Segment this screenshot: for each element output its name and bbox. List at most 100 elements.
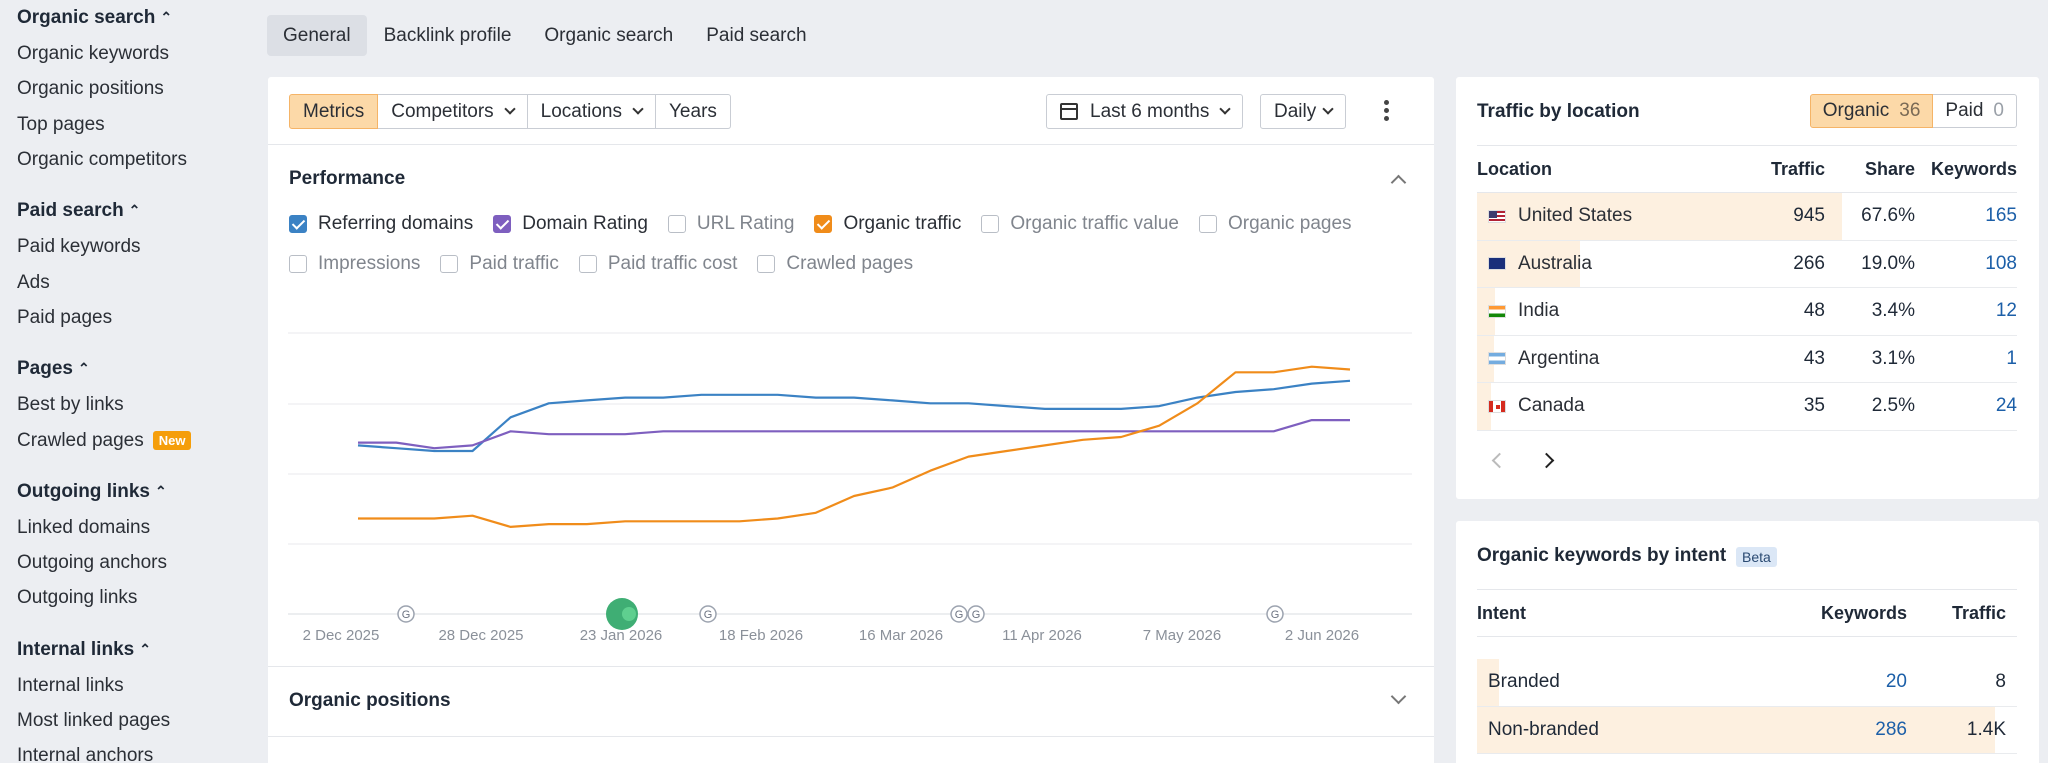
metrics-button[interactable]: Metrics: [289, 94, 379, 129]
sidebar-item-top-pages[interactable]: Top pages: [17, 113, 105, 135]
tab-general[interactable]: General: [267, 15, 367, 56]
table-row[interactable]: Canada 35 2.5% 24: [1477, 383, 2017, 431]
keywords-link[interactable]: 20: [1885, 671, 1907, 693]
sidebar-heading-internal-links[interactable]: Internal links ⌃: [17, 632, 260, 668]
checkbox-referring-domains[interactable]: Referring domains: [289, 213, 473, 235]
x-tick-label: 2 Jun 2026: [1285, 627, 1359, 644]
table-row[interactable]: Branded 20 8: [1477, 659, 2017, 707]
table-row[interactable]: Non-branded 286 1.4K: [1477, 706, 2017, 754]
svg-text:G: G: [402, 609, 411, 621]
chevron-down-icon: [503, 103, 516, 115]
table-row[interactable]: United States 945 67.6% 165: [1477, 193, 2017, 241]
sidebar-item-paid-pages[interactable]: Paid pages: [17, 306, 113, 328]
checkbox-paid-traffic[interactable]: Paid traffic: [440, 253, 559, 275]
competitors-dropdown[interactable]: Competitors: [378, 94, 528, 129]
organic-paid-toggle: Organic 36 Paid 0: [1809, 94, 2017, 128]
checkbox-url-rating[interactable]: URL Rating: [667, 213, 794, 235]
caret-up-icon: ⌃: [139, 640, 151, 657]
checkbox-icon: [981, 215, 1000, 233]
sidebar-heading-outgoing-links[interactable]: Outgoing links ⌃: [17, 474, 260, 510]
ca-flag-icon: [1488, 399, 1506, 413]
sidebar-item-organic-positions[interactable]: Organic positions: [17, 78, 164, 100]
sidebar-heading-paid-search[interactable]: Paid search ⌃: [17, 193, 260, 229]
divider: [268, 736, 1434, 737]
traffic-by-location-title: Traffic by location: [1477, 101, 1640, 122]
annotation-marker[interactable]: G: [1266, 605, 1284, 623]
location-name: Canada: [1518, 395, 1585, 417]
checkbox-paid-traffic-cost[interactable]: Paid traffic cost: [578, 253, 737, 275]
divider: [268, 666, 1434, 736]
sidebar-item-best-by-links[interactable]: Best by links: [17, 394, 124, 416]
sidebar-item-outgoing-anchors[interactable]: Outgoing anchors: [17, 552, 167, 574]
organic-positions-title: Organic positions: [289, 690, 451, 711]
checkbox-icon: [440, 255, 459, 273]
chevron-down-icon: [1219, 103, 1232, 115]
tab-backlink-profile[interactable]: Backlink profile: [383, 25, 512, 46]
chevron-up-icon[interactable]: [1390, 174, 1407, 191]
date-range-dropdown[interactable]: Last 6 months: [1046, 94, 1244, 129]
share-bar: [1477, 383, 1491, 430]
table-row[interactable]: Argentina 43 3.1% 1: [1477, 335, 2017, 383]
keywords-link[interactable]: 286: [1875, 718, 1907, 740]
view-segmented-control: Metrics Competitors Locations Years: [289, 94, 731, 129]
keywords-link[interactable]: 24: [1995, 395, 2017, 417]
locations-dropdown[interactable]: Locations: [527, 94, 656, 129]
chevron-right-icon[interactable]: [1538, 452, 1555, 469]
share-value: 2.5%: [1871, 395, 1915, 417]
checkbox-crawled-pages[interactable]: Crawled pages: [757, 253, 913, 275]
sidebar-item-paid-keywords[interactable]: Paid keywords: [17, 236, 141, 258]
share-value: 3.4%: [1871, 300, 1915, 322]
share-bar: [1477, 706, 1996, 753]
beta-badge: Beta: [1736, 547, 1777, 567]
x-tick-label: 18 Feb 2026: [719, 627, 803, 644]
sidebar-item-internal-links[interactable]: Internal links: [17, 674, 124, 696]
sidebar-item-internal-anchors[interactable]: Internal anchors: [17, 745, 154, 763]
checkbox-impressions[interactable]: Impressions: [289, 253, 420, 275]
sidebar-item-outgoing-links[interactable]: Outgoing links: [17, 587, 138, 609]
chart-toolbar: Metrics Competitors Locations Years Last…: [268, 77, 1434, 145]
table-row[interactable]: Australia 266 19.0% 108: [1477, 240, 2017, 288]
sidebar-heading-pages[interactable]: Pages ⌃: [17, 351, 260, 387]
more-options-icon[interactable]: [1384, 100, 1390, 124]
annotation-marker[interactable]: G: [699, 605, 717, 623]
annotation-marker[interactable]: G: [967, 605, 985, 623]
checkbox-domain-rating[interactable]: Domain Rating: [493, 213, 648, 235]
checkbox-icon: [493, 215, 512, 233]
intent-rows: Branded 20 8 Non-branded 286 1.4K: [1477, 659, 2017, 754]
checkbox-icon: [289, 215, 307, 233]
annotation-marker[interactable]: G: [397, 605, 415, 623]
sidebar-heading-organic-search[interactable]: Organic search ⌃: [17, 0, 260, 36]
annotation-marker[interactable]: G: [950, 605, 968, 623]
sidebar-item-organic-competitors[interactable]: Organic competitors: [17, 149, 188, 171]
share-bar: [1477, 335, 1494, 382]
table-row[interactable]: India 48 3.4% 12: [1477, 288, 2017, 336]
traffic-value: 945: [1793, 205, 1825, 227]
keywords-link[interactable]: 12: [1995, 300, 2017, 322]
tab-paid-search[interactable]: Paid search: [706, 25, 807, 46]
years-button[interactable]: Years: [656, 94, 731, 129]
sidebar-item-ads[interactable]: Ads: [17, 271, 50, 293]
location-rows: United States 945 67.6% 165 Australia 266 19.0…: [1477, 193, 2017, 431]
paid-toggle-button[interactable]: Paid 0: [1933, 94, 2017, 128]
calendar-icon: [1060, 103, 1078, 120]
organic-toggle-button[interactable]: Organic 36: [1809, 94, 1934, 128]
x-tick-label: 2 Dec 2025: [303, 627, 380, 644]
keywords-link[interactable]: 108: [1985, 252, 2017, 274]
keywords-link[interactable]: 165: [1985, 205, 2017, 227]
sidebar-item-most-linked-pages[interactable]: Most linked pages: [17, 710, 171, 731]
checkbox-organic-pages[interactable]: Organic pages: [1198, 213, 1352, 235]
sidebar-section-paid-search: Paid search ⌃ Paid keywords Ads Paid page…: [17, 193, 260, 335]
x-tick-label: 7 May 2026: [1143, 627, 1221, 644]
table-header: Intent Keywords Traffic: [1477, 589, 2017, 637]
sidebar-item-organic-keywords[interactable]: Organic keywords: [17, 43, 170, 65]
keywords-link[interactable]: 1: [2006, 347, 2017, 369]
tab-organic-search[interactable]: Organic search: [544, 25, 674, 46]
checkbox-organic-traffic[interactable]: Organic traffic: [814, 213, 961, 235]
interval-dropdown[interactable]: Daily: [1260, 94, 1347, 129]
checkbox-organic-traffic-value[interactable]: Organic traffic value: [981, 213, 1179, 235]
svg-text:G: G: [704, 609, 713, 621]
sidebar-item-linked-domains[interactable]: Linked domains: [17, 516, 151, 538]
chevron-left-icon[interactable]: [1491, 452, 1508, 469]
sidebar-item-crawled-pages[interactable]: Crawled pages New: [17, 422, 260, 457]
traffic-by-location-card: Traffic by location Organic 36 Paid 0 Loca…: [1456, 77, 2039, 499]
